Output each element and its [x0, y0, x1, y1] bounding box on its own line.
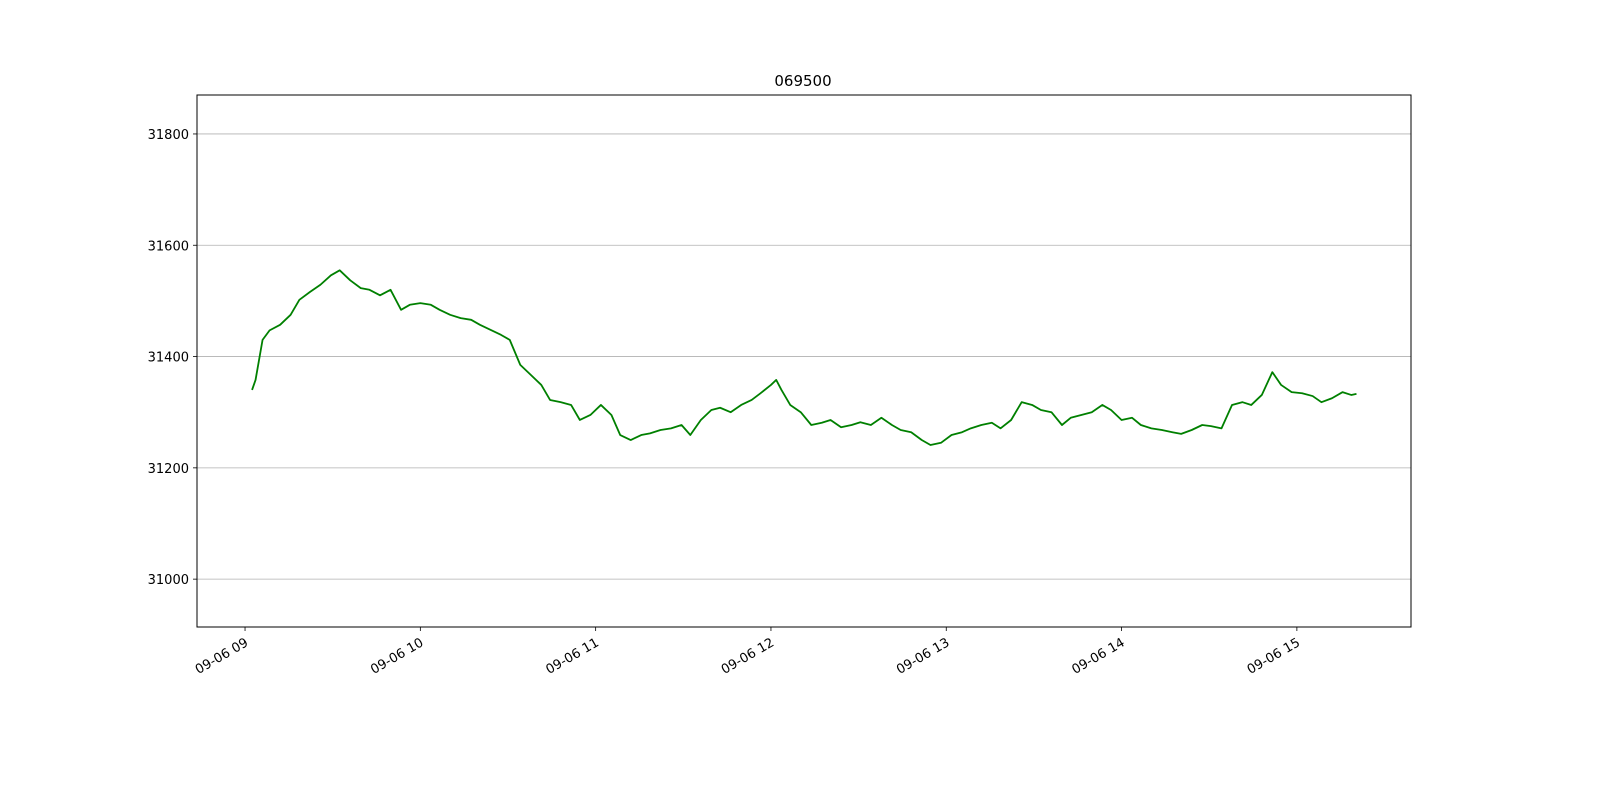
y-tick-label: 31000 — [148, 573, 189, 588]
y-tick-label: 31200 — [148, 462, 189, 477]
y-tick-label: 31800 — [148, 128, 189, 143]
axes-frame — [196, 94, 1412, 628]
y-tick-label: 31600 — [148, 239, 189, 254]
chart-title: 069500 — [774, 72, 831, 90]
price-line — [251, 269, 1357, 446]
y-tick-label: 31400 — [148, 351, 189, 366]
